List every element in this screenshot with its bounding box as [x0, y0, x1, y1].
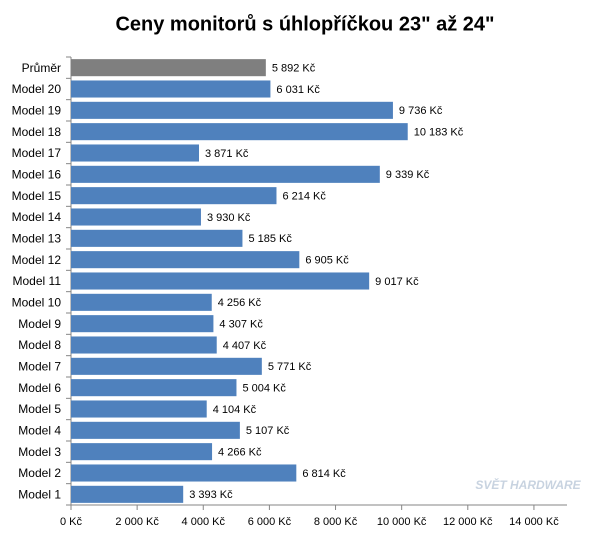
bar: [71, 123, 408, 141]
y-tick-label: Průměr: [22, 61, 61, 75]
bar: [71, 229, 243, 247]
value-label: 4 266 Kč: [218, 447, 262, 459]
y-tick-label: Model 4: [18, 424, 61, 438]
value-label: 4 104 Kč: [213, 404, 257, 416]
bar: [71, 208, 201, 226]
y-tick-label: Model 1: [18, 488, 61, 502]
bar: [71, 165, 380, 183]
y-tick-label: Model 8: [18, 338, 61, 352]
x-tick-label: 4 000 Kč: [182, 516, 226, 528]
value-label: 3 930 Kč: [207, 212, 251, 224]
bar: [71, 357, 262, 375]
y-tick-label: Model 15: [12, 189, 62, 203]
x-tick-label: 6 000 Kč: [248, 516, 292, 528]
value-label: 5 107 Kč: [246, 425, 290, 437]
x-tick-label: 2 000 Kč: [115, 516, 159, 528]
y-tick-label: Model 19: [12, 104, 62, 118]
y-tick-label: Model 11: [13, 274, 62, 288]
y-tick-label: Model 3: [18, 445, 61, 459]
value-label: 6 814 Kč: [302, 468, 346, 480]
value-label: 9 339 Kč: [386, 169, 430, 181]
bar: [71, 251, 300, 269]
bar: [71, 272, 370, 290]
value-label: 10 183 Kč: [414, 127, 464, 139]
value-label: 3 871 Kč: [205, 148, 249, 160]
value-label: 5 892 Kč: [272, 63, 316, 75]
bar: [71, 379, 237, 397]
value-label: 6 905 Kč: [305, 255, 349, 267]
value-label: 3 393 Kč: [189, 489, 233, 501]
value-label: 4 307 Kč: [219, 319, 263, 331]
value-label: 5 004 Kč: [242, 383, 286, 395]
x-tick-label: 0 Kč: [60, 516, 83, 528]
chart-title: Ceny monitorů s úhlopříčkou 23" až 24": [115, 13, 494, 35]
bar: [71, 59, 266, 77]
y-tick-label: Model 16: [12, 168, 62, 182]
y-tick-label: Model 17: [12, 146, 62, 160]
bar: [71, 293, 212, 311]
y-tick-label: Model 9: [18, 317, 61, 331]
value-label: 5 771 Kč: [268, 361, 312, 373]
value-label: 5 185 Kč: [248, 233, 292, 245]
y-tick-label: Model 13: [12, 232, 62, 246]
y-tick-label: Model 2: [18, 466, 61, 480]
value-label: 6 031 Kč: [276, 84, 320, 96]
y-tick-label: Model 14: [12, 210, 62, 224]
value-label: 4 256 Kč: [218, 297, 262, 309]
bar: [71, 485, 184, 503]
bar: [71, 187, 277, 205]
watermark: SVĚT HARDWARE: [475, 477, 581, 492]
value-label: 6 214 Kč: [282, 191, 326, 203]
y-tick-label: Model 20: [12, 82, 62, 96]
y-tick-label: Model 12: [12, 253, 62, 267]
bar: [71, 144, 200, 162]
bar: [71, 443, 213, 461]
value-label: 4 407 Kč: [223, 340, 267, 352]
value-label: 9 736 Kč: [399, 105, 443, 117]
bar: [71, 336, 217, 354]
y-tick-label: Model 6: [18, 381, 61, 395]
bar: [71, 421, 240, 439]
x-tick-label: 8 000 Kč: [314, 516, 358, 528]
y-tick-label: Model 18: [12, 125, 62, 139]
x-tick-label: 14 000 Kč: [509, 516, 559, 528]
x-tick-label: 12 000 Kč: [443, 516, 493, 528]
bar: [71, 101, 393, 119]
x-tick-label: 10 000 Kč: [377, 516, 427, 528]
y-tick-label: Model 7: [18, 360, 61, 374]
bar: [71, 400, 207, 418]
bar: [71, 464, 297, 482]
bar: [71, 80, 271, 98]
y-tick-label: Model 5: [18, 402, 61, 416]
value-label: 9 017 Kč: [375, 276, 419, 288]
bar: [71, 315, 214, 333]
y-tick-label: Model 10: [12, 296, 62, 310]
